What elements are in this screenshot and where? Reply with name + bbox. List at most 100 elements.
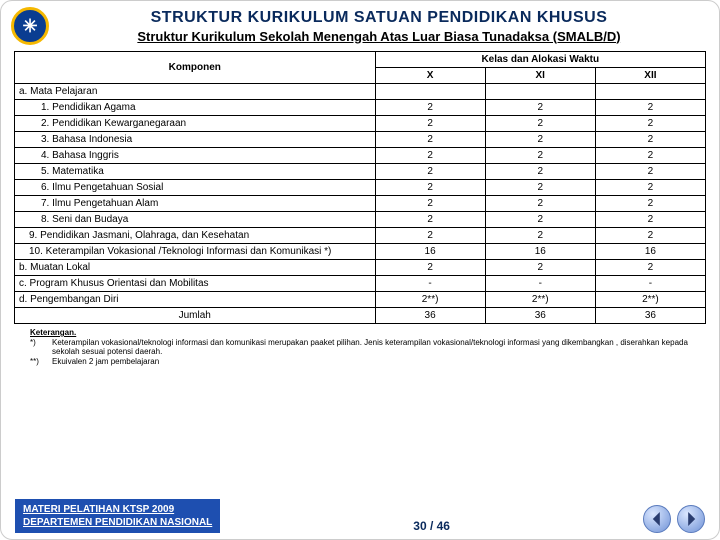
notes-title: Keterangan.: [30, 328, 690, 338]
table-row: 9. Pendidikan Jasmani, Olahraga, dan Kes…: [15, 228, 706, 244]
table-row: 7. Ilmu Pengetahuan Alam222: [15, 196, 706, 212]
note-key: *): [30, 338, 52, 357]
footer-line1: MATERI PELATIHAN KTSP 2009: [23, 503, 212, 516]
th-xi: XI: [485, 68, 595, 84]
total-xii: 36: [595, 308, 705, 324]
curriculum-table: Komponen Kelas dan Alokasi Waktu X XI XI…: [14, 51, 706, 324]
row-label: 10. Keterampilan Vokasional /Teknologi I…: [15, 244, 376, 260]
row-xi: 2: [485, 196, 595, 212]
chevron-right-icon: [684, 512, 698, 526]
footer-line2: DEPARTEMEN PENDIDIKAN NASIONAL: [23, 516, 212, 529]
th-xii: XII: [595, 68, 705, 84]
table-row: 4. Bahasa Inggris222: [15, 148, 706, 164]
row-x: 2: [375, 132, 485, 148]
row-xi: 2: [485, 116, 595, 132]
row-label: 1. Pendidikan Agama: [15, 100, 376, 116]
row-xi: 2: [485, 180, 595, 196]
row-xii: 2: [595, 212, 705, 228]
row-x: 2: [375, 260, 485, 276]
table-row: d. Pengembangan Diri2**)2**)2**): [15, 292, 706, 308]
note-row: *) Keterampilan vokasional/teknologi inf…: [30, 338, 690, 357]
nav-buttons: [643, 505, 705, 533]
row-xi: 2: [485, 228, 595, 244]
prev-button[interactable]: [643, 505, 671, 533]
table-row: 8. Seni dan Budaya222: [15, 212, 706, 228]
total-x: 36: [375, 308, 485, 324]
note-text: Keterampilan vokasional/teknologi inform…: [52, 338, 690, 357]
table-row: 5. Matematika222: [15, 164, 706, 180]
row-x: 2: [375, 100, 485, 116]
row-label: 9. Pendidikan Jasmani, Olahraga, dan Kes…: [15, 228, 376, 244]
note-text: Ekuivalen 2 jam pembelajaran: [52, 357, 159, 367]
row-x: 2: [375, 212, 485, 228]
slide-header: ✳ STRUKTUR KURIKULUM SATUAN PENDIDIKAN K…: [1, 1, 719, 47]
row-label: 4. Bahasa Inggris: [15, 148, 376, 164]
row-label: c. Program Khusus Orientasi dan Mobilita…: [15, 276, 376, 292]
row-xi: 2: [485, 260, 595, 276]
row-xii: 2: [595, 228, 705, 244]
row-xi: 2**): [485, 292, 595, 308]
row-x: [375, 84, 485, 100]
page-counter: 30 / 46: [220, 519, 643, 533]
table-row: b. Muatan Lokal222: [15, 260, 706, 276]
row-x: 2: [375, 180, 485, 196]
row-label: 8. Seni dan Budaya: [15, 212, 376, 228]
table-row: 6. Ilmu Pengetahuan Sosial222: [15, 180, 706, 196]
chevron-left-icon: [650, 512, 664, 526]
table-row: c. Program Khusus Orientasi dan Mobilita…: [15, 276, 706, 292]
row-x: 2: [375, 196, 485, 212]
table-row: 1. Pendidikan Agama222: [15, 100, 706, 116]
page-subtitle: Struktur Kurikulum Sekolah Menengah Atas…: [49, 29, 709, 44]
slide-footer: MATERI PELATIHAN KTSP 2009 DEPARTEMEN PE…: [1, 499, 719, 533]
row-xii: 2: [595, 148, 705, 164]
row-label: a. Mata Pelajaran: [15, 84, 376, 100]
row-xii: -: [595, 276, 705, 292]
row-label: b. Muatan Lokal: [15, 260, 376, 276]
row-xi: [485, 84, 595, 100]
row-label: 3. Bahasa Indonesia: [15, 132, 376, 148]
row-xii: 2: [595, 260, 705, 276]
row-xii: 2: [595, 132, 705, 148]
row-x: -: [375, 276, 485, 292]
row-xi: 2: [485, 148, 595, 164]
total-label: Jumlah: [15, 308, 376, 324]
page-title: STRUKTUR KURIKULUM SATUAN PENDIDIKAN KHU…: [49, 9, 709, 27]
row-xii: [595, 84, 705, 100]
logo-glyph: ✳: [22, 16, 37, 37]
logo-badge: ✳: [11, 7, 49, 45]
row-x: 2: [375, 116, 485, 132]
row-label: 5. Matematika: [15, 164, 376, 180]
row-xi: 2: [485, 132, 595, 148]
row-x: 2: [375, 164, 485, 180]
row-label: 2. Pendidikan Kewarganegaraan: [15, 116, 376, 132]
row-xii: 2**): [595, 292, 705, 308]
row-x: 16: [375, 244, 485, 260]
row-xi: 16: [485, 244, 595, 260]
footer-caption: MATERI PELATIHAN KTSP 2009 DEPARTEMEN PE…: [15, 499, 220, 533]
row-xii: 2: [595, 100, 705, 116]
row-label: 7. Ilmu Pengetahuan Alam: [15, 196, 376, 212]
table-row: 2. Pendidikan Kewarganegaraan222: [15, 116, 706, 132]
row-xii: 2: [595, 164, 705, 180]
note-key: **): [30, 357, 52, 367]
table-row: 10. Keterampilan Vokasional /Teknologi I…: [15, 244, 706, 260]
row-x: 2: [375, 148, 485, 164]
row-xii: 2: [595, 180, 705, 196]
th-x: X: [375, 68, 485, 84]
row-xii: 2: [595, 116, 705, 132]
row-xi: -: [485, 276, 595, 292]
table-row: a. Mata Pelajaran: [15, 84, 706, 100]
note-row: **) Ekuivalen 2 jam pembelajaran: [30, 357, 690, 367]
row-label: 6. Ilmu Pengetahuan Sosial: [15, 180, 376, 196]
row-xi: 2: [485, 164, 595, 180]
row-xi: 2: [485, 212, 595, 228]
table-total-row: Jumlah 36 36 36: [15, 308, 706, 324]
total-xi: 36: [485, 308, 595, 324]
table-row: 3. Bahasa Indonesia222: [15, 132, 706, 148]
row-xii: 16: [595, 244, 705, 260]
row-x: 2**): [375, 292, 485, 308]
row-xi: 2: [485, 100, 595, 116]
table-header-row: Komponen Kelas dan Alokasi Waktu: [15, 52, 706, 68]
row-x: 2: [375, 228, 485, 244]
next-button[interactable]: [677, 505, 705, 533]
